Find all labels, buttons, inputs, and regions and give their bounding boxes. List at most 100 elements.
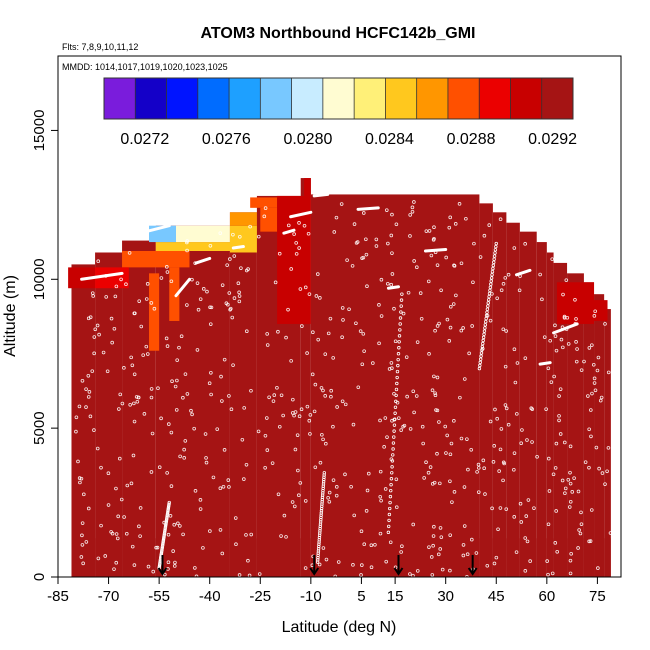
flight-track-10 <box>552 322 579 335</box>
sample-point <box>557 394 561 398</box>
sample-point <box>201 546 205 550</box>
sample-point <box>394 477 399 482</box>
sample-point <box>483 492 487 496</box>
sample-point <box>341 318 345 322</box>
sample-point <box>88 414 93 419</box>
sample-point <box>566 477 571 482</box>
curtain-column-15 <box>567 273 584 577</box>
sample-point <box>568 444 573 449</box>
curtain-column-8 <box>479 203 493 577</box>
sample-point <box>159 416 163 421</box>
sample-point <box>132 563 137 567</box>
sample-point <box>420 424 425 429</box>
sample-point <box>461 543 466 547</box>
sample-point <box>515 361 520 365</box>
sample-point <box>163 572 167 577</box>
sample-point <box>412 410 416 415</box>
sample-point <box>476 490 481 494</box>
sample-point <box>329 388 333 393</box>
sample-point <box>226 302 230 307</box>
sample-point <box>390 272 395 276</box>
sample-point <box>498 506 503 510</box>
sample-point <box>192 426 196 431</box>
sample-point <box>400 544 404 548</box>
sample-point <box>117 456 122 461</box>
sample-point <box>418 291 423 295</box>
sample-point <box>554 441 559 446</box>
sample-point <box>466 467 470 472</box>
sample-point <box>109 530 113 534</box>
sample-point <box>589 508 594 512</box>
sample-point <box>326 331 331 336</box>
sample-point <box>331 424 335 429</box>
sample-point <box>225 263 229 267</box>
sample-point <box>129 481 134 486</box>
curtain-column-13 <box>546 252 554 577</box>
sample-point <box>388 540 393 545</box>
sample-point <box>454 293 458 298</box>
sample-point <box>596 566 600 570</box>
sample-point <box>297 246 301 250</box>
sample-point <box>169 484 174 488</box>
sample-point <box>482 233 487 238</box>
sample-point <box>237 573 242 577</box>
sample-point <box>427 545 431 549</box>
sample-point <box>303 499 308 503</box>
sample-point <box>294 241 298 245</box>
sample-point <box>233 516 238 520</box>
sample-point <box>265 448 270 452</box>
sample-point <box>308 432 312 436</box>
sample-point <box>399 428 403 432</box>
sample-point <box>385 281 390 286</box>
sample-point <box>165 270 170 274</box>
sample-point <box>263 434 268 438</box>
sample-point <box>80 543 85 547</box>
sample-point <box>593 388 598 393</box>
sample-point <box>328 316 333 321</box>
sample-point <box>477 466 481 470</box>
sample-point <box>132 419 137 424</box>
sample-point <box>275 385 279 390</box>
curtain-column-12 <box>536 242 547 578</box>
sample-point <box>194 574 199 579</box>
sample-point <box>198 507 203 511</box>
sample-point <box>183 372 188 376</box>
sample-point <box>124 282 128 286</box>
sample-point <box>244 533 248 537</box>
sample-point <box>240 437 245 442</box>
sample-point <box>99 523 103 528</box>
sample-point <box>228 307 232 312</box>
sample-point <box>198 498 203 502</box>
sample-point <box>144 297 149 301</box>
sample-point <box>88 315 93 320</box>
legend-tick-label-1: 0.0276 <box>202 131 251 148</box>
sample-point <box>113 294 118 299</box>
sample-point <box>310 372 315 377</box>
sample-point <box>116 514 120 519</box>
sample-point <box>211 475 216 480</box>
heatmap-cell-7 <box>229 212 257 226</box>
sample-point <box>568 481 573 486</box>
flight-track-9 <box>514 268 532 277</box>
sample-point <box>552 374 556 379</box>
flight-track-6 <box>356 206 380 211</box>
sample-point <box>554 509 558 513</box>
profile-arrow-1 <box>309 555 320 576</box>
sample-point <box>498 447 503 452</box>
sample-point <box>156 386 160 391</box>
vertical-profile-1 <box>315 471 327 564</box>
sample-point <box>144 344 149 349</box>
sample-point <box>231 363 235 367</box>
sample-point <box>427 229 432 233</box>
sample-point <box>90 369 95 373</box>
sample-point <box>411 522 416 527</box>
sample-point <box>589 434 593 439</box>
sample-point <box>77 404 82 409</box>
sample-point <box>563 486 568 491</box>
sample-point <box>292 232 296 236</box>
sample-point <box>256 429 261 434</box>
sample-point <box>167 422 171 426</box>
sample-point <box>396 416 401 420</box>
sample-point <box>492 444 496 448</box>
